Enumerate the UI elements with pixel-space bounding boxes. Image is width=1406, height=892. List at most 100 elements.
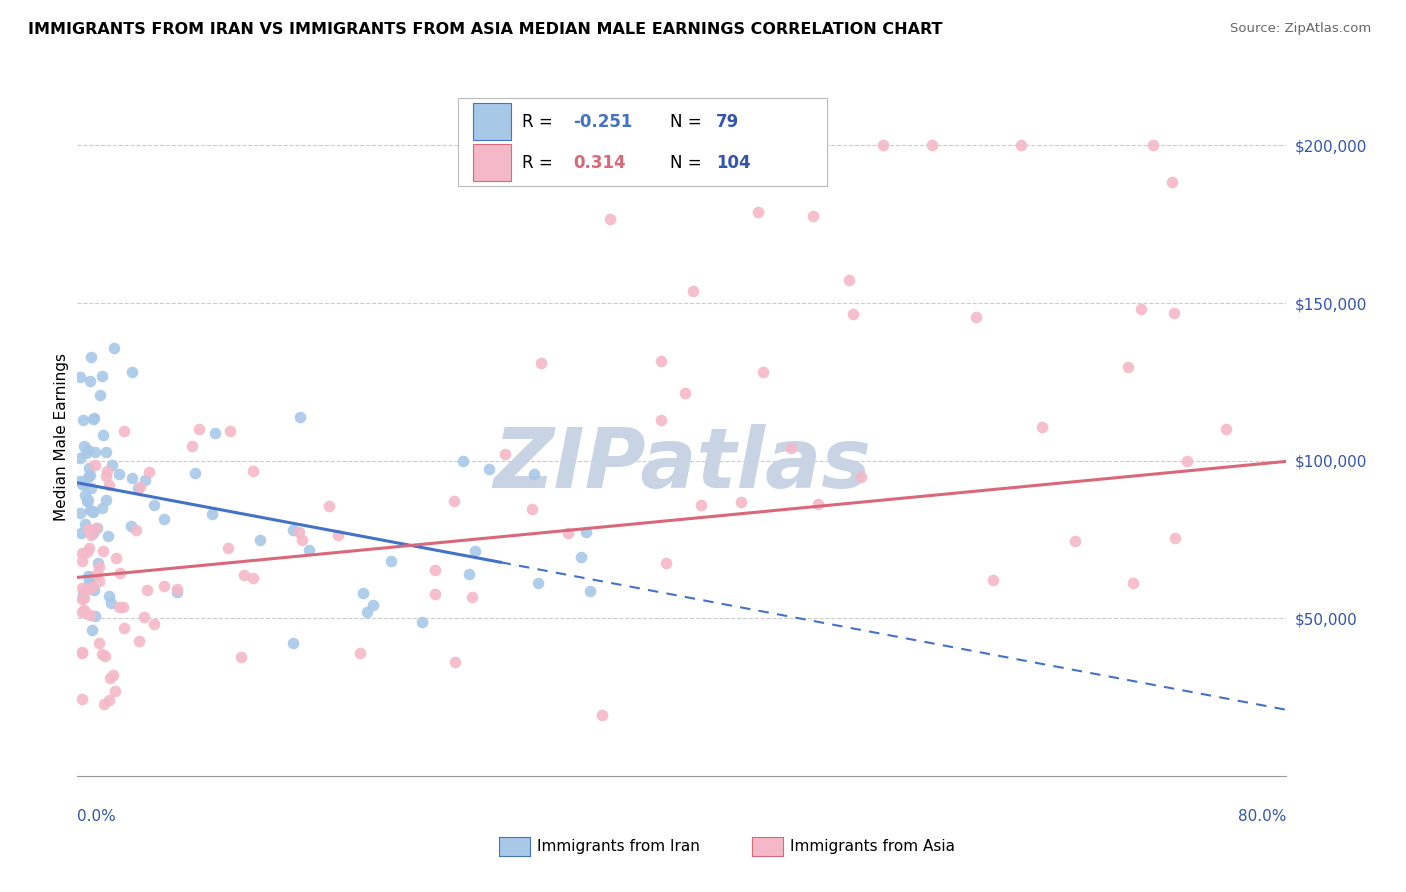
Point: [242, 464, 264, 478]
Point: [107, 467, 129, 481]
Point: [352, 585, 374, 599]
Point: [579, 584, 602, 599]
Text: R =: R =: [522, 153, 558, 171]
Point: [96, 464, 118, 478]
Point: [166, 585, 188, 599]
Point: [73, 602, 96, 616]
Point: [654, 557, 676, 571]
Point: [76, 545, 98, 559]
Text: 0.314: 0.314: [574, 153, 626, 171]
Point: [128, 480, 150, 494]
Point: [73, 516, 96, 531]
Point: [1215, 422, 1237, 436]
Point: [1010, 138, 1032, 153]
Point: [575, 524, 598, 539]
Point: [803, 209, 825, 223]
Point: [650, 354, 672, 368]
Point: [105, 550, 128, 565]
Point: [229, 649, 252, 664]
Point: [110, 566, 132, 581]
Point: [82, 505, 104, 519]
Point: [478, 462, 501, 476]
Point: [100, 458, 122, 472]
Point: [77, 442, 100, 457]
Point: [689, 498, 711, 512]
Point: [80, 351, 103, 365]
Point: [730, 494, 752, 508]
Text: Immigrants from Asia: Immigrants from Asia: [790, 839, 955, 854]
Point: [242, 571, 264, 585]
Point: [752, 366, 775, 380]
Text: 0.0%: 0.0%: [77, 809, 117, 823]
Point: [72, 646, 94, 660]
Point: [281, 523, 304, 537]
Point: [187, 421, 209, 435]
Point: [82, 412, 104, 426]
Point: [166, 582, 188, 597]
Point: [1118, 360, 1140, 375]
Point: [464, 543, 486, 558]
Point: [80, 580, 103, 594]
Point: [98, 671, 121, 685]
Point: [291, 533, 314, 548]
Point: [73, 591, 96, 605]
Point: [108, 600, 131, 615]
Point: [1175, 454, 1198, 468]
Point: [142, 499, 165, 513]
FancyBboxPatch shape: [472, 103, 512, 140]
Point: [83, 445, 105, 459]
Point: [1164, 531, 1187, 545]
Point: [97, 478, 120, 492]
Point: [201, 507, 224, 521]
Point: [90, 369, 112, 384]
Point: [328, 528, 350, 542]
Text: Immigrants from Iran: Immigrants from Iran: [537, 839, 700, 854]
Point: [87, 574, 110, 589]
Point: [451, 453, 474, 467]
Point: [70, 605, 93, 619]
Point: [1064, 533, 1087, 548]
Point: [79, 468, 101, 483]
Point: [121, 366, 143, 380]
Point: [86, 567, 108, 582]
Point: [184, 467, 207, 481]
Point: [872, 138, 894, 153]
Text: IMMIGRANTS FROM IRAN VS IMMIGRANTS FROM ASIA MEDIAN MALE EARNINGS CORRELATION CH: IMMIGRANTS FROM IRAN VS IMMIGRANTS FROM …: [28, 22, 942, 37]
Text: 79: 79: [716, 113, 740, 131]
Point: [249, 533, 271, 548]
Point: [134, 473, 156, 487]
Point: [298, 543, 321, 558]
Point: [72, 645, 94, 659]
Point: [93, 648, 115, 663]
Text: N =: N =: [669, 153, 707, 171]
Point: [444, 655, 467, 669]
Point: [921, 138, 943, 153]
Point: [77, 521, 100, 535]
Point: [128, 633, 150, 648]
Point: [217, 541, 239, 555]
Point: [557, 525, 579, 540]
Point: [281, 636, 304, 650]
Point: [204, 426, 226, 441]
Point: [120, 519, 142, 533]
Point: [425, 587, 447, 601]
Point: [1122, 575, 1144, 590]
Point: [80, 570, 103, 584]
Point: [76, 569, 98, 583]
Point: [1031, 420, 1053, 434]
Point: [673, 385, 696, 400]
Point: [93, 697, 115, 711]
Point: [132, 610, 155, 624]
Point: [180, 440, 202, 454]
Point: [70, 546, 93, 560]
Point: [523, 467, 546, 481]
Point: [80, 527, 103, 541]
Text: 104: 104: [716, 153, 751, 171]
Point: [591, 708, 613, 723]
Point: [77, 541, 100, 555]
Point: [361, 598, 384, 612]
Point: [152, 579, 174, 593]
FancyBboxPatch shape: [472, 144, 512, 181]
Point: [69, 369, 91, 384]
Point: [73, 488, 96, 502]
